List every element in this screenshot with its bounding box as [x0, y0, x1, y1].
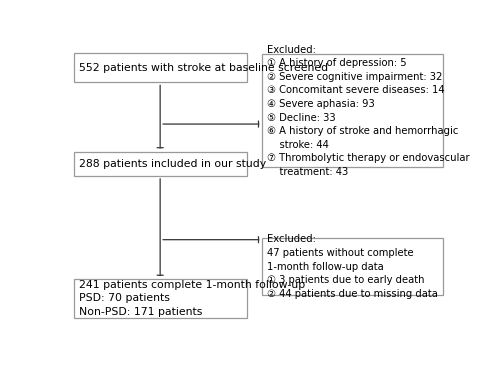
FancyBboxPatch shape: [262, 238, 444, 295]
Text: 241 patients complete 1-month follow-up
PSD: 70 patients
Non-PSD: 171 patients: 241 patients complete 1-month follow-up …: [79, 280, 305, 317]
FancyBboxPatch shape: [262, 54, 444, 167]
Text: Excluded:
① A history of depression: 5
② Severe cognitive impairment: 32
③ Conco: Excluded: ① A history of depression: 5 ②…: [266, 45, 470, 177]
Text: 288 patients included in our study: 288 patients included in our study: [79, 159, 266, 169]
FancyBboxPatch shape: [74, 152, 246, 176]
FancyBboxPatch shape: [74, 279, 246, 318]
Text: 552 patients with stroke at baseline screened: 552 patients with stroke at baseline scr…: [79, 63, 328, 72]
FancyBboxPatch shape: [74, 53, 246, 82]
Text: Excluded:
47 patients without complete
1-month follow-up data
① 3 patients due t: Excluded: 47 patients without complete 1…: [266, 234, 438, 299]
